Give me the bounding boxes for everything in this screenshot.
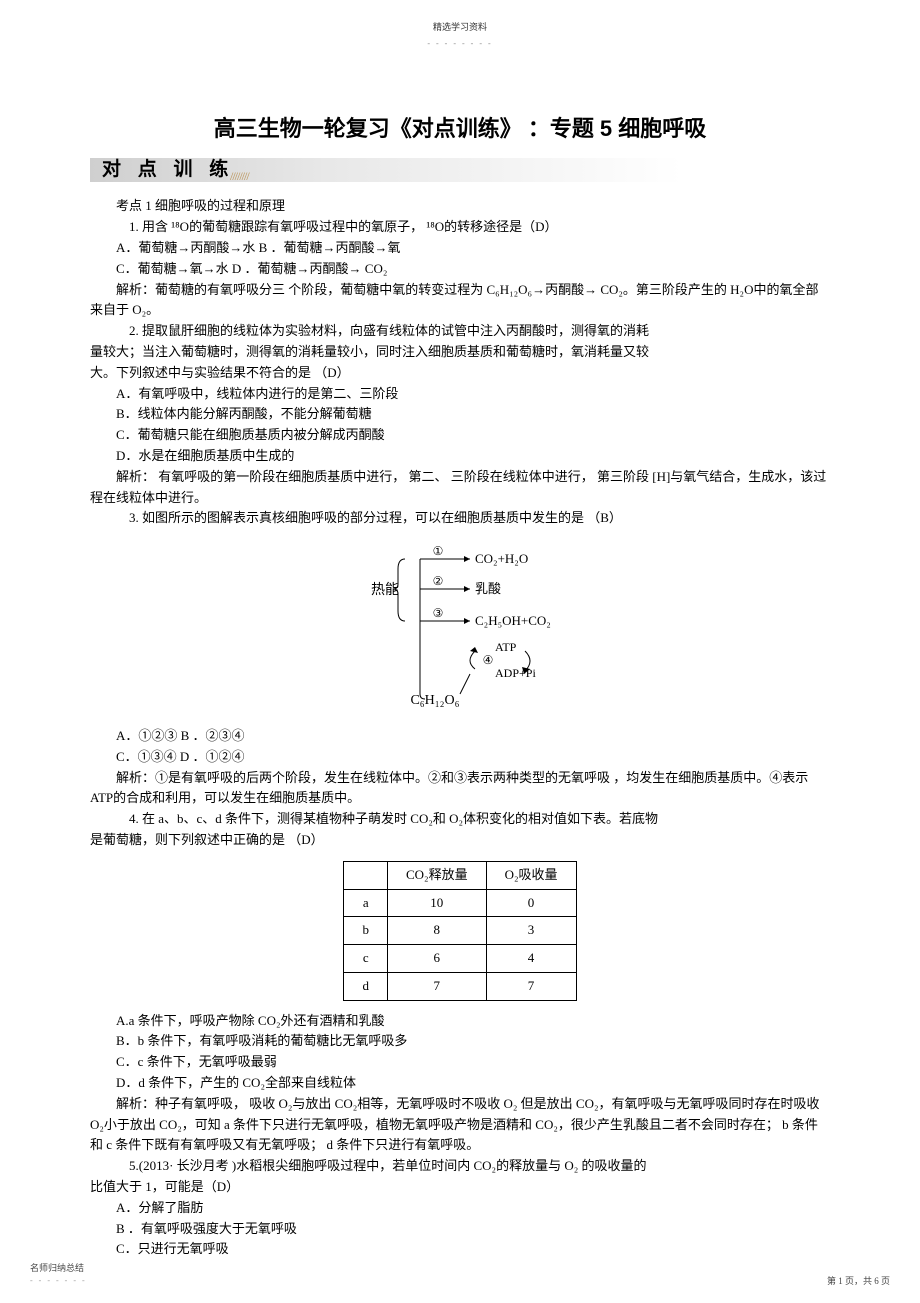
diagram-bottom: C₆H₁₂O₆ (410, 693, 459, 708)
q2-optA: A．有氧呼吸中，线粒体内进行的是第二、三阶段 (90, 384, 830, 405)
cell-co2: 10 (387, 889, 486, 917)
q4-optC: C．c 条件下，无氧呼吸最弱 (90, 1052, 830, 1073)
q3-optC: C．①③④ D ．①②④ (90, 747, 830, 768)
cell-o2: 7 (486, 972, 576, 1000)
page-title: 高三生物一轮复习《对点训练》 ：专题 5 细胞呼吸 (90, 111, 830, 146)
diagram-num1: ① (433, 544, 444, 558)
q5-optC: C．只进行无氧呼吸 (90, 1239, 830, 1260)
footer-right: 第 1 页，共 6 页 (827, 1274, 890, 1288)
cell-co2: 7 (387, 972, 486, 1000)
q2-optC: C．葡萄糖只能在细胞质基质内被分解成丙酮酸 (90, 425, 830, 446)
q2-stem3: 大。下列叙述中与实验结果不符合的是 （D） (90, 363, 830, 384)
cell-cond: b (344, 917, 388, 945)
cell-cond: d (344, 972, 388, 1000)
q1-analysis: 解析：葡萄糖的有氧呼吸分三 个阶段，葡萄糖中氧的转变过程为 C₆H₁₂O₆→丙酮… (90, 280, 830, 322)
cell-o2: 0 (486, 889, 576, 917)
q2-stem2: 量较大；当注入葡萄糖时，测得氧的消耗量较小，同时注入细胞质基质和葡萄糖时，氧消耗… (90, 342, 830, 363)
q4-stem1: 4. 在 a、b、c、d 条件下，测得某植物种子萌发时 CO₂和 O₂体积变化的… (90, 809, 830, 830)
diagram-num4: ④ (483, 653, 494, 667)
cell-co2: 6 (387, 945, 486, 973)
diagram-num2: ② (433, 574, 444, 588)
q2-optD: D．水是在细胞质基质中生成的 (90, 446, 830, 467)
q2-optB: B．线粒体内能分解丙酮酸，不能分解葡萄糖 (90, 404, 830, 425)
diagram-atp: ATP (495, 640, 517, 654)
diagram-r2: 乳酸 (475, 581, 501, 596)
q4-analysis-text: 解析：种子有氧呼吸， 吸收 O₂与放出 CO₂相等，无氧呼吸时不吸收 O₂ 但是… (90, 1096, 820, 1153)
cell-cond: c (344, 945, 388, 973)
header-dots: - - - - - - - - (90, 38, 830, 51)
q3-stem: 3. 如图所示的图解表示真核细胞呼吸的部分过程，可以在细胞质基质中发生的是 （B… (90, 508, 830, 529)
section-banner: 对 点 训 练 //////// (90, 154, 830, 186)
q4-optA: A.a 条件下，呼吸产物除 CO₂外还有酒精和乳酸 (90, 1011, 830, 1032)
diagram-adp: ADP+Pi (495, 666, 536, 680)
diagram-r3: C₂H₅OH+CO₂ (475, 613, 551, 628)
q1-optC: C．葡萄糖→氧→水 D ．葡萄糖→丙酮酸→ CO₂ (90, 259, 830, 280)
diagram-heat-label: 热能 (371, 582, 399, 598)
q4-table: CO₂释放量 O₂吸收量 a 10 0 b 8 3 c 6 4 d 7 7 (343, 861, 576, 1001)
table-row: b 8 3 (344, 917, 576, 945)
cell-co2: 8 (387, 917, 486, 945)
q3-analysis: 解析：①是有氧呼吸的后两个阶段，发生在线粒体中。②和③表示两种类型的无氧呼吸 ，… (90, 768, 830, 810)
th-co2: CO₂释放量 (387, 861, 486, 889)
section-heading: 考点 1 细胞呼吸的过程和原理 (90, 196, 830, 217)
footer-left-dots: - - - - - - - (30, 1275, 87, 1288)
footer-left-text: 名师归纳总结 (30, 1261, 87, 1275)
th-o2: O₂吸收量 (486, 861, 576, 889)
diagram-num3: ③ (433, 606, 444, 620)
q3-analysis-text: 解析：①是有氧呼吸的后两个阶段，发生在线粒体中。②和③表示两种类型的无氧呼吸 ，… (90, 770, 808, 806)
table-row: d 7 7 (344, 972, 576, 1000)
q3-diagram: 热能 ① ② ③ CO₂+H₂O 乳酸 C₂H₅OH+CO₂ ATP ④ ADP… (90, 539, 830, 716)
diagram-r1: CO₂+H₂O (475, 551, 528, 566)
q5-stem2: 比值大于 1，可能是（D） (90, 1177, 830, 1198)
table-header-row: CO₂释放量 O₂吸收量 (344, 861, 576, 889)
q3-optA: A．①②③ B ．②③④ (90, 726, 830, 747)
q5-optA: A．分解了脂肪 (90, 1198, 830, 1219)
header-label: 精选学习资料 (90, 20, 830, 34)
banner-text: 对 点 训 练 (90, 154, 830, 186)
q5-stem1: 5.(2013· 长沙月考 )水稻根尖细胞呼吸过程中，若单位时间内 CO₂的释放… (90, 1156, 830, 1177)
th-blank (344, 861, 388, 889)
q4-optB: B．b 条件下，有氧呼吸消耗的葡萄糖比无氧呼吸多 (90, 1031, 830, 1052)
q4-optD: D．d 条件下，产生的 CO₂全部来自线粒体 (90, 1073, 830, 1094)
q1-analysis-text: 解析：葡萄糖的有氧呼吸分三 个阶段，葡萄糖中氧的转变过程为 C₆H₁₂O₆→丙酮… (90, 282, 818, 318)
cell-cond: a (344, 889, 388, 917)
cell-o2: 3 (486, 917, 576, 945)
q4-stem2: 是葡萄糖，则下列叙述中正确的是 （D） (90, 830, 830, 851)
q4-analysis: 解析：种子有氧呼吸， 吸收 O₂与放出 CO₂相等，无氧呼吸时不吸收 O₂ 但是… (90, 1094, 830, 1156)
cell-o2: 4 (486, 945, 576, 973)
q2-analysis-text: 解析： 有氧呼吸的第一阶段在细胞质基质中进行， 第二、 三阶段在线粒体中进行， … (90, 469, 826, 505)
table-row: a 10 0 (344, 889, 576, 917)
q5-optB: B ．有氧呼吸强度大于无氧呼吸 (90, 1219, 830, 1240)
q1-optA: A．葡萄糖→丙酮酸→水 B ．葡萄糖→丙酮酸→氧 (90, 238, 830, 259)
table-row: c 6 4 (344, 945, 576, 973)
q2-analysis: 解析： 有氧呼吸的第一阶段在细胞质基质中进行， 第二、 三阶段在线粒体中进行， … (90, 467, 830, 509)
banner-stripes: //////// (230, 167, 249, 186)
footer-left: 名师归纳总结 - - - - - - - (30, 1261, 87, 1288)
q1-stem: 1. 用含 ¹⁸O的葡萄糖跟踪有氧呼吸过程中的氧原子， ¹⁸O的转移途径是（D） (90, 217, 830, 238)
q2-stem1: 2. 提取鼠肝细胞的线粒体为实验材料，向盛有线粒体的试管中注入丙酮酸时，测得氧的… (90, 321, 830, 342)
